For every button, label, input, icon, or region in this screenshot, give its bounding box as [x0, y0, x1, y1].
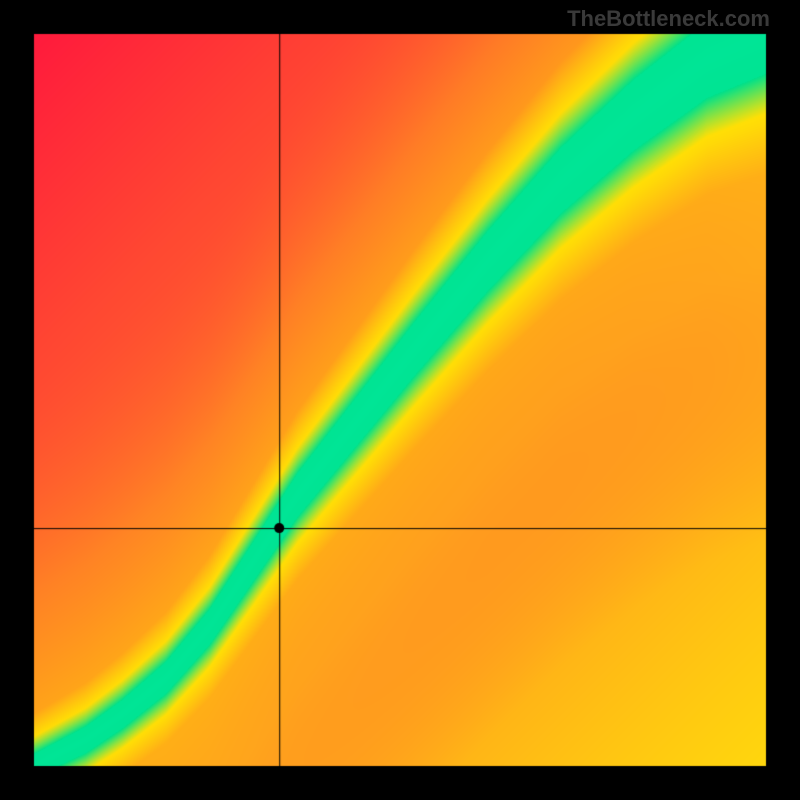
heatmap-canvas — [0, 0, 800, 800]
chart-container: TheBottleneck.com — [0, 0, 800, 800]
watermark-text: TheBottleneck.com — [567, 6, 770, 32]
